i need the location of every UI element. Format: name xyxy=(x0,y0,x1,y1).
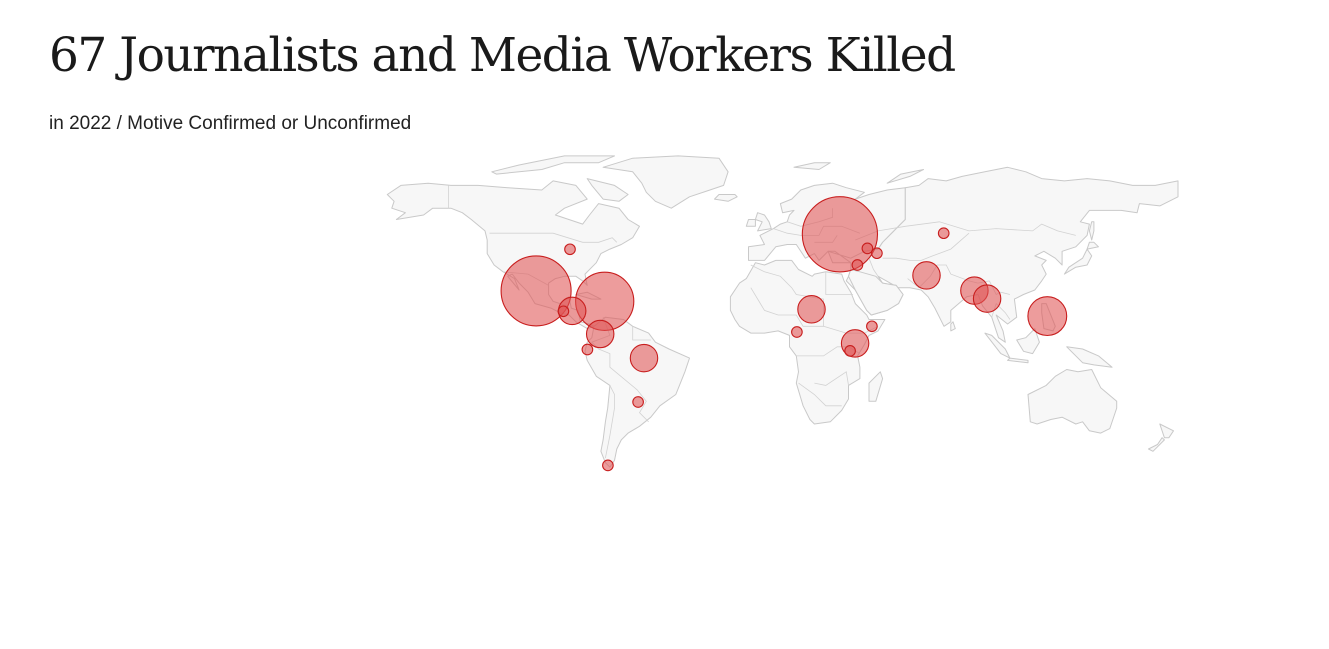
land-iceland xyxy=(714,194,738,202)
bubble-brazil[interactable] xyxy=(629,343,659,373)
land-arctic-islands xyxy=(491,155,615,175)
bubble-syria[interactable] xyxy=(851,259,864,271)
land-sakhalin xyxy=(1088,221,1095,241)
land-new-guinea xyxy=(1066,346,1113,368)
bubble-colombia[interactable] xyxy=(585,319,615,349)
bubble-pakistan[interactable] xyxy=(912,261,941,290)
land-australia xyxy=(1027,369,1118,434)
country-border-18 xyxy=(868,258,879,277)
land-ireland xyxy=(745,219,756,227)
bubble-chile[interactable] xyxy=(602,459,614,472)
land-hokkaido xyxy=(1086,241,1099,250)
land-uk xyxy=(754,212,772,232)
bubble-cameroon[interactable] xyxy=(791,326,803,338)
land-greenland xyxy=(602,155,729,209)
bubble-myanmar[interactable] xyxy=(972,284,1002,313)
bubble-ecuador[interactable] xyxy=(581,343,594,356)
land-svalbard xyxy=(793,162,831,170)
land-sri-lanka xyxy=(950,321,956,332)
land-borneo xyxy=(1016,328,1040,355)
bubble-kazakhstan[interactable] xyxy=(937,227,950,240)
country-border-6 xyxy=(605,385,615,459)
land-layer xyxy=(386,155,1179,468)
bubble-guatemala[interactable] xyxy=(557,305,570,318)
country-border-1 xyxy=(489,232,618,243)
country-border-11 xyxy=(814,371,849,386)
land-new-zealand xyxy=(1159,423,1174,439)
land-madagascar xyxy=(868,371,884,402)
country-border-16 xyxy=(855,221,1076,241)
bubble-chad[interactable] xyxy=(797,295,826,324)
land-java xyxy=(1007,357,1029,364)
bubble-paraguay[interactable] xyxy=(632,396,644,408)
bubble-layer xyxy=(500,196,1068,472)
land-sumatra xyxy=(984,332,1011,359)
land-baffin xyxy=(586,178,629,202)
country-border-8 xyxy=(825,271,854,295)
bubble-somalia[interactable] xyxy=(866,320,878,333)
country-border-5 xyxy=(632,326,651,341)
country-border-12 xyxy=(798,382,842,407)
bubble-mexico[interactable] xyxy=(500,255,572,327)
country-border-17 xyxy=(882,232,970,261)
bubble-tanzania[interactable] xyxy=(844,345,856,357)
land-japan xyxy=(1063,248,1093,275)
page-title: 67 Journalists and Media Workers Killed xyxy=(49,28,956,83)
bubble-united-states[interactable] xyxy=(564,243,576,256)
bubble-azerbaijan[interactable] xyxy=(871,247,883,260)
land-novaya-zemlya xyxy=(886,169,924,184)
bubble-ukraine[interactable] xyxy=(801,196,879,273)
bubble-philippines[interactable] xyxy=(1027,296,1068,337)
page-subtitle: in 2022 / Motive Confirmed or Unconfirme… xyxy=(49,113,412,134)
bubble-georgia[interactable] xyxy=(861,242,874,255)
land-new-zealand-south xyxy=(1148,437,1165,452)
